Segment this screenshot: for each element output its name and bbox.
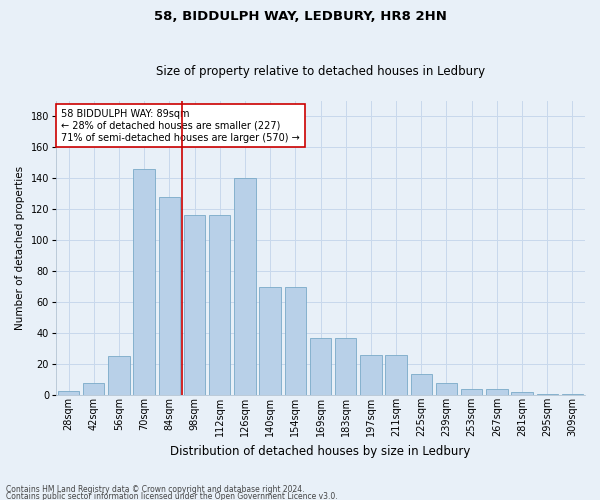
Bar [461, 389, 482, 396]
Bar [310, 338, 331, 396]
Bar [562, 394, 583, 396]
Bar [209, 216, 230, 396]
Title: Size of property relative to detached houses in Ledbury: Size of property relative to detached ho… [156, 66, 485, 78]
Text: 58, BIDDULPH WAY, LEDBURY, HR8 2HN: 58, BIDDULPH WAY, LEDBURY, HR8 2HN [154, 10, 446, 23]
Bar [410, 374, 432, 396]
Text: 58 BIDDULPH WAY: 89sqm
← 28% of detached houses are smaller (227)
71% of semi-de: 58 BIDDULPH WAY: 89sqm ← 28% of detached… [61, 110, 300, 142]
Bar [536, 394, 558, 396]
Bar [158, 196, 180, 396]
Bar [284, 286, 306, 396]
Bar [259, 286, 281, 396]
Bar [335, 338, 356, 396]
Bar [83, 383, 104, 396]
Bar [184, 216, 205, 396]
Text: Contains HM Land Registry data © Crown copyright and database right 2024.: Contains HM Land Registry data © Crown c… [6, 486, 305, 494]
Bar [108, 356, 130, 396]
Bar [360, 355, 382, 396]
Bar [486, 389, 508, 396]
Bar [58, 390, 79, 396]
Bar [385, 355, 407, 396]
Bar [133, 169, 155, 396]
X-axis label: Distribution of detached houses by size in Ledbury: Distribution of detached houses by size … [170, 444, 470, 458]
Text: Contains public sector information licensed under the Open Government Licence v3: Contains public sector information licen… [6, 492, 338, 500]
Bar [511, 392, 533, 396]
Y-axis label: Number of detached properties: Number of detached properties [15, 166, 25, 330]
Bar [436, 383, 457, 396]
Bar [234, 178, 256, 396]
